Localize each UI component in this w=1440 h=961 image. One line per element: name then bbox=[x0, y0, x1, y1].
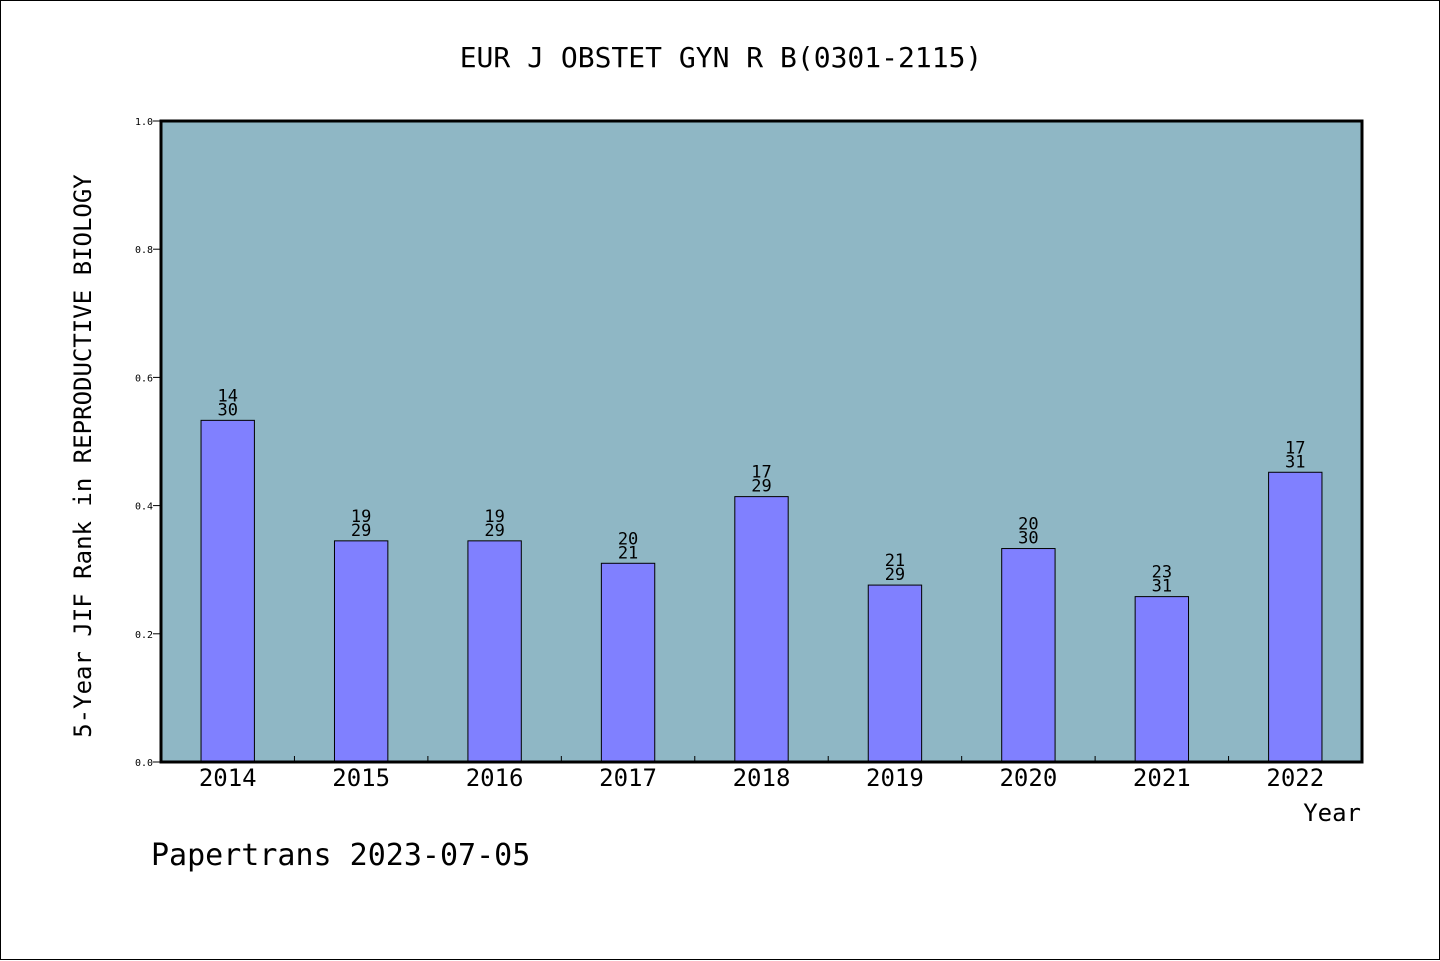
bar bbox=[1268, 471, 1323, 763]
bar-total-label: 30 bbox=[1018, 529, 1038, 549]
plot-border bbox=[159, 119, 1364, 764]
bar bbox=[200, 419, 255, 763]
bar-rank-label: 20 bbox=[1018, 515, 1038, 535]
bar bbox=[734, 496, 789, 763]
bar-total-label: 31 bbox=[1285, 452, 1305, 472]
chart-title: EUR J OBSTET GYN R B(0301-2115) bbox=[460, 41, 983, 74]
y-tick-label: 0.8 bbox=[135, 245, 153, 256]
x-tick-label: 2014 bbox=[199, 764, 257, 792]
x-axis: 2014 2015 2016 2017 2018 2019 2020 2021 2022 bbox=[199, 756, 1324, 792]
x-tick-label: 2020 bbox=[999, 764, 1057, 792]
bar-total-label: 21 bbox=[618, 543, 638, 563]
y-axis: 0.0 0.2 0.4 0.6 0.8 1.0 bbox=[135, 117, 161, 769]
bar-rank-label: 14 bbox=[217, 386, 237, 406]
bar-total-label: 30 bbox=[217, 400, 237, 420]
x-tick-label: 2019 bbox=[866, 764, 924, 792]
bar-total-label: 29 bbox=[484, 521, 504, 541]
bar-total-label: 31 bbox=[1152, 577, 1172, 597]
x-tick-label: 2018 bbox=[733, 764, 791, 792]
bar-total-label: 29 bbox=[351, 521, 371, 541]
bar bbox=[600, 562, 656, 763]
y-axis-label: 5-Year JIF Rank in REPRODUCTIVE BIOLOGY bbox=[69, 174, 97, 738]
y-tick-label: 0.6 bbox=[135, 373, 153, 384]
x-tick-label: 2022 bbox=[1266, 764, 1324, 792]
bars-group bbox=[200, 419, 1323, 763]
bar-total-label: 29 bbox=[885, 565, 905, 585]
bar bbox=[1134, 596, 1190, 763]
x-tick-label: 2017 bbox=[599, 764, 657, 792]
bar bbox=[1001, 548, 1056, 763]
bar-rank-label: 20 bbox=[618, 529, 638, 549]
x-tick-label: 2016 bbox=[466, 764, 524, 792]
x-tick-label: 2021 bbox=[1133, 764, 1191, 792]
y-tick-label: 1.0 bbox=[135, 117, 153, 128]
bar-rank-label: 19 bbox=[484, 507, 504, 527]
x-tick-label: 2015 bbox=[332, 764, 390, 792]
bar bbox=[467, 540, 522, 763]
bar-rank-label: 17 bbox=[1285, 438, 1305, 458]
y-tick-label: 0.4 bbox=[135, 502, 153, 513]
bar bbox=[333, 540, 389, 763]
bar-rank-label: 17 bbox=[751, 463, 771, 483]
bar-rank-label: 19 bbox=[351, 507, 371, 527]
y-tick-label: 0.2 bbox=[135, 630, 153, 641]
x-axis-label: Year bbox=[1303, 799, 1361, 827]
footer-text: Papertrans 2023-07-05 bbox=[151, 838, 530, 873]
bar bbox=[867, 584, 923, 763]
bar-rank-label: 23 bbox=[1152, 563, 1172, 583]
bar-total-label: 29 bbox=[751, 477, 771, 497]
bar-rank-label: 21 bbox=[885, 551, 905, 571]
y-tick-label: 0.0 bbox=[135, 758, 153, 769]
